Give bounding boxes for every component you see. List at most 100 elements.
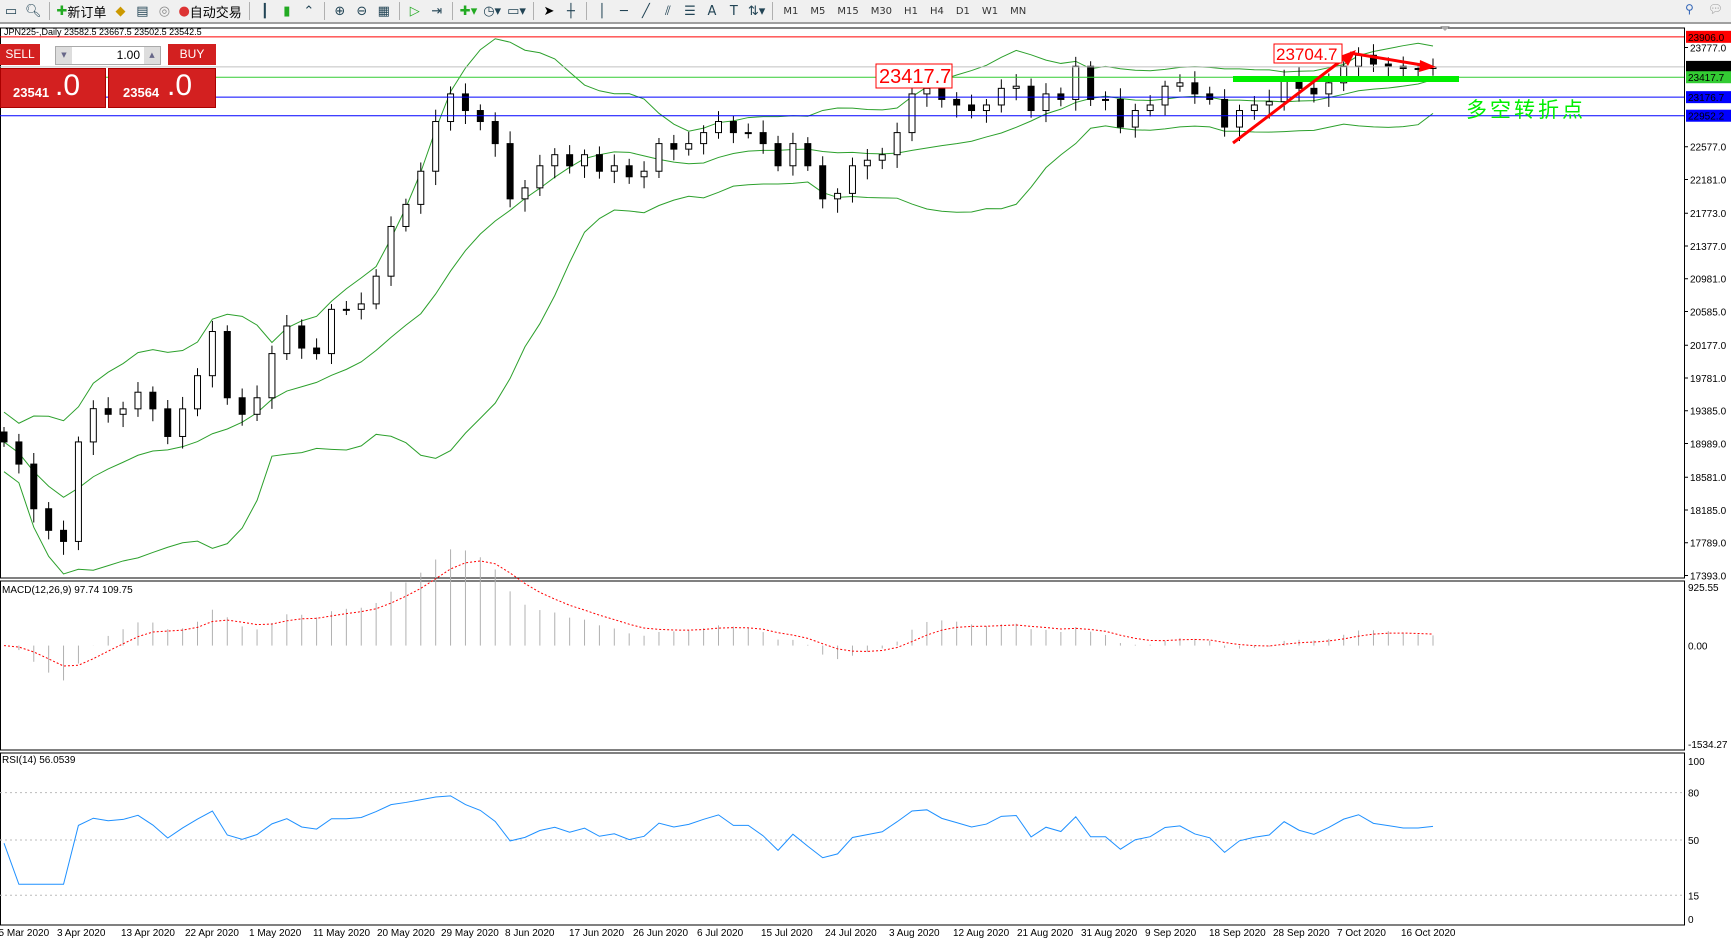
- periods-icon[interactable]: ◷▾: [483, 3, 502, 19]
- timeframe-m1[interactable]: M1: [783, 5, 799, 17]
- candle-bull: [834, 192, 842, 200]
- search-icon[interactable]: ⚲: [1684, 2, 1694, 16]
- magnifier-icon[interactable]: 🔍︎: [25, 3, 42, 19]
- fibonacci-icon[interactable]: ☰: [684, 3, 696, 19]
- timeframe-mn[interactable]: MN: [1010, 5, 1027, 17]
- rsi-line: [3, 795, 1434, 885]
- rsi-panel-frame: [0, 752, 1685, 926]
- rsi-axis-label: 80: [1688, 789, 1700, 800]
- date-label: 22 Apr 2020: [185, 928, 239, 939]
- bar-chart-icon[interactable]: ┃: [260, 3, 269, 19]
- date-label: 21 Aug 2020: [1017, 928, 1074, 939]
- turning-point-label: 多空转折点: [1466, 98, 1586, 122]
- date-label: 7 Oct 2020: [1337, 928, 1386, 939]
- sell-price-button[interactable]: 23541 .0: [0, 68, 106, 108]
- candlestick-icon[interactable]: ▮: [283, 3, 291, 19]
- candle-bear: [1221, 98, 1229, 128]
- candle-bear: [625, 165, 633, 178]
- timeframe-m15[interactable]: M15: [837, 5, 859, 17]
- buy-price-button[interactable]: 23564 .0: [108, 68, 216, 108]
- sell-button[interactable]: SELL: [0, 44, 40, 65]
- macd-axis-label: 0.00: [1688, 642, 1708, 653]
- new-order-icon: ✚: [56, 3, 68, 19]
- timeframe-h1[interactable]: H1: [904, 5, 918, 17]
- macd-axis-label: -1534.27: [1688, 740, 1728, 751]
- candle-bull: [1042, 93, 1050, 112]
- price-tick-label: 20177.0: [1690, 341, 1727, 352]
- rsi-label: RSI(14) 56.0539: [2, 755, 76, 766]
- signals-icon[interactable]: ◎: [158, 3, 171, 19]
- date-label: 15 Jul 2020: [761, 928, 813, 939]
- candle-bull: [208, 331, 216, 377]
- auto-scroll-icon[interactable]: ▷: [409, 3, 420, 19]
- date-label: 20 May 2020: [377, 928, 435, 939]
- toolbar-right: ⚲ 💬︎: [1685, 2, 1723, 16]
- price-label-box: [875, 63, 953, 89]
- arrows-icon[interactable]: ⇅▾: [747, 3, 766, 19]
- horizontal-line-icon[interactable]: ─: [619, 3, 628, 19]
- candle-bear: [804, 143, 812, 167]
- rsi-axis-label: 50: [1688, 836, 1700, 847]
- macd-label: MACD(12,26,9) 97.74 109.75: [2, 585, 133, 596]
- vertical-line-icon[interactable]: │: [597, 3, 606, 19]
- chart-window-icon[interactable]: ▭: [4, 3, 18, 19]
- volume-down-icon[interactable]: ▼: [56, 47, 72, 64]
- candle-bull: [551, 154, 559, 167]
- level-tag-label: 23906.0: [1688, 33, 1725, 44]
- date-label: 31 Aug 2020: [1081, 928, 1138, 939]
- chat-icon[interactable]: 💬︎: [1707, 2, 1723, 16]
- metaeditor-icon[interactable]: ◆: [115, 3, 126, 19]
- line-chart-icon[interactable]: ⌃: [303, 3, 315, 19]
- tile-windows-icon[interactable]: ▦: [377, 3, 390, 19]
- templates-icon[interactable]: ▭▾: [507, 3, 526, 19]
- terminal-icon[interactable]: ▤: [136, 3, 149, 19]
- text-icon[interactable]: A: [707, 3, 717, 19]
- timeframe-w1[interactable]: W1: [981, 5, 999, 17]
- candle-bull: [268, 353, 276, 399]
- timeframe-m30[interactable]: M30: [870, 5, 893, 17]
- chart-shift-icon[interactable]: ⇥: [431, 3, 443, 19]
- date-label: 17 Jun 2020: [569, 928, 625, 939]
- candle-bear: [298, 325, 306, 349]
- arrow-head-icon: [1419, 60, 1436, 72]
- buy-button[interactable]: BUY: [168, 44, 216, 65]
- new-order-button[interactable]: ✚ 新订单: [54, 0, 110, 22]
- crosshair-icon[interactable]: ┼: [566, 3, 575, 19]
- date-label: 12 Aug 2020: [953, 928, 1010, 939]
- date-label: 29 May 2020: [441, 928, 499, 939]
- candle-bear: [670, 143, 678, 150]
- candle-bear: [223, 331, 231, 399]
- symbol-info: JPN225-,Daily 23582.5 23667.5 23502.5 23…: [4, 27, 202, 37]
- channel-icon[interactable]: ⫽: [665, 3, 671, 19]
- date-label: 3 Aug 2020: [889, 928, 940, 939]
- cursor-icon[interactable]: ➤: [543, 3, 555, 19]
- timeframe-h4[interactable]: H4: [929, 5, 944, 17]
- volume-up-icon[interactable]: ▲: [144, 47, 160, 64]
- candle-bear: [759, 132, 767, 145]
- timeframe-m5[interactable]: M5: [810, 5, 826, 17]
- candle-bull: [863, 159, 871, 167]
- date-label: 16 Oct 2020: [1401, 928, 1456, 939]
- timeframe-d1[interactable]: D1: [955, 5, 970, 17]
- price-tick-label: 20981.0: [1690, 275, 1727, 286]
- date-label: 3 Apr 2020: [57, 928, 106, 939]
- zoom-in-icon[interactable]: ⊕: [334, 3, 346, 19]
- trendline-icon[interactable]: ╱: [641, 3, 650, 19]
- price-tick-label: 17393.0: [1690, 572, 1727, 583]
- text-label-icon[interactable]: T: [729, 3, 738, 19]
- candle-bear: [104, 408, 112, 415]
- price-tick-label: 22181.0: [1690, 176, 1727, 187]
- indicators-icon[interactable]: ✚▾: [459, 3, 478, 19]
- volume-stepper[interactable]: ▼ 1.00 ▲: [55, 46, 161, 65]
- divider: [532, 2, 534, 20]
- macd-signal-line: [3, 560, 1434, 667]
- candle-bear: [506, 143, 514, 200]
- volume-input[interactable]: 1.00: [116, 48, 140, 62]
- date-label: 28 Sep 2020: [1273, 928, 1330, 939]
- candle-bull: [194, 375, 202, 410]
- candle-bull: [982, 104, 990, 112]
- candle-bull: [1072, 65, 1080, 100]
- zoom-out-icon[interactable]: ⊖: [356, 3, 368, 19]
- auto-trading-button[interactable]: ● 自动交易: [175, 0, 244, 22]
